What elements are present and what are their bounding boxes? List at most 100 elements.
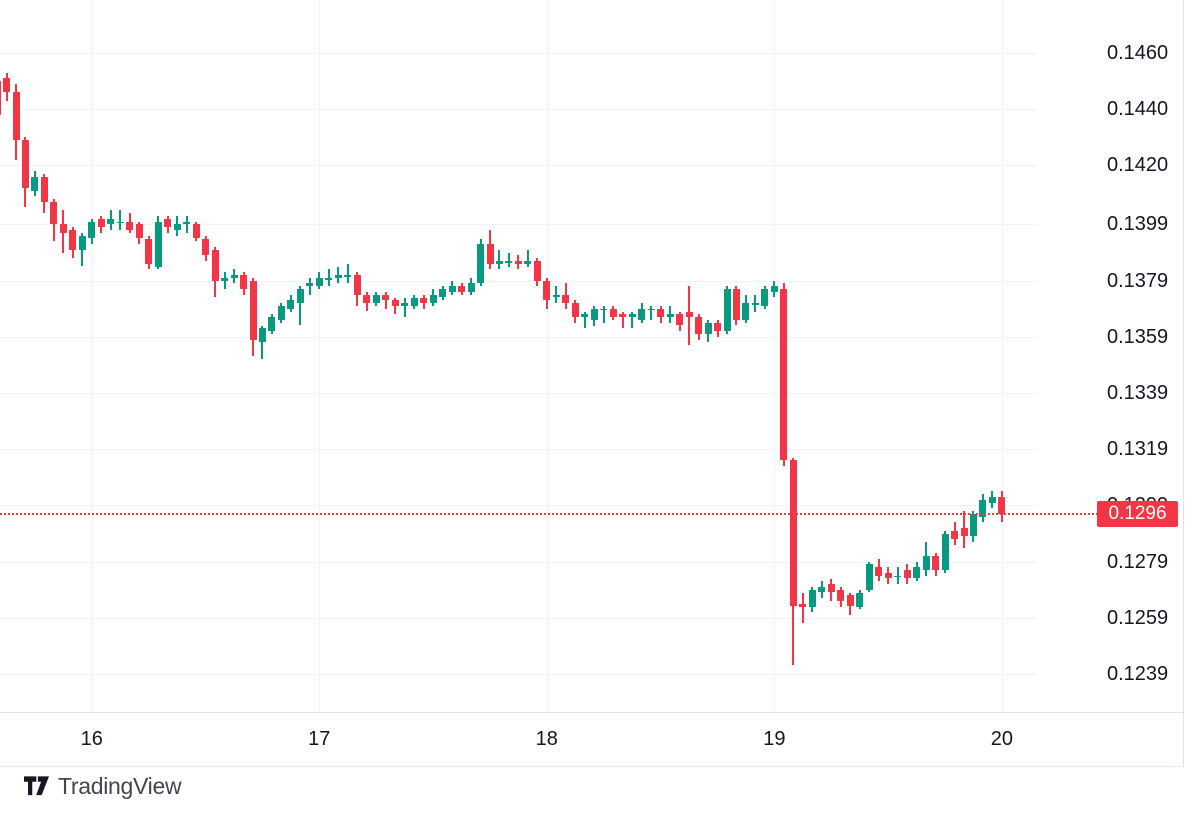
candle-body bbox=[808, 589, 816, 607]
gridline-v bbox=[319, 0, 321, 712]
time-axis-label: 19 bbox=[763, 728, 786, 750]
candle-wick bbox=[384, 291, 387, 309]
candle-body bbox=[334, 275, 342, 278]
candle-body bbox=[240, 275, 247, 290]
candle-body bbox=[69, 230, 77, 250]
time-axis-label: 18 bbox=[535, 728, 558, 750]
candle-body bbox=[78, 235, 86, 250]
tradingview-logo-link[interactable]: TradingView bbox=[24, 772, 182, 800]
candle-body bbox=[277, 305, 285, 320]
candle-body bbox=[590, 308, 598, 320]
candle-body bbox=[126, 221, 134, 230]
gridline-h bbox=[0, 561, 1037, 563]
candle-wick bbox=[185, 216, 188, 233]
candle-body bbox=[865, 564, 873, 590]
candle-body bbox=[192, 224, 200, 239]
candle-body bbox=[524, 260, 532, 264]
candle-wick bbox=[119, 210, 122, 231]
candle-body bbox=[657, 308, 665, 318]
candle-body bbox=[0, 81, 1, 115]
gridline-h bbox=[0, 449, 1037, 451]
candle-body bbox=[969, 513, 977, 537]
candle-body bbox=[562, 294, 570, 304]
candle-body bbox=[477, 244, 484, 284]
candle-body bbox=[941, 533, 949, 570]
candle-body bbox=[344, 275, 352, 277]
candle-body bbox=[571, 303, 579, 318]
candle-body bbox=[998, 497, 1006, 514]
candle-body bbox=[448, 286, 456, 292]
candle-body bbox=[12, 92, 20, 141]
price-axis[interactable]: 0.1296 0.1460 0.1440 0.1420 0.1399 0.1379 0.1… bbox=[1040, 0, 1183, 712]
price-axis-label: 0.1279 bbox=[1107, 550, 1169, 573]
price-axis-label: 0.1339 bbox=[1107, 382, 1169, 404]
time-axis-label: 20 bbox=[990, 728, 1014, 750]
price-axis-label: 0.1379 bbox=[1107, 269, 1169, 292]
candle-body bbox=[59, 224, 67, 233]
candle-body bbox=[884, 572, 892, 579]
candle-body bbox=[211, 249, 219, 281]
candle-body bbox=[202, 238, 210, 256]
candle-body bbox=[287, 300, 295, 309]
gridline-h bbox=[0, 280, 1037, 282]
candle-wick bbox=[346, 263, 349, 284]
candle-body bbox=[467, 283, 475, 292]
gridline-h bbox=[0, 53, 1037, 54]
candle-body bbox=[922, 556, 930, 570]
candle-body bbox=[647, 308, 655, 311]
tradingview-logo-icon bbox=[24, 776, 49, 796]
candle-body bbox=[770, 286, 778, 292]
candle-wick bbox=[261, 325, 264, 360]
candle-body bbox=[979, 499, 987, 517]
candle-body bbox=[458, 286, 465, 292]
candle-body bbox=[221, 277, 228, 281]
plot-area[interactable] bbox=[0, 0, 1040, 712]
candle-wick bbox=[223, 272, 226, 290]
candle-body bbox=[107, 218, 115, 225]
candle-body bbox=[382, 294, 390, 301]
candle-body bbox=[258, 328, 266, 343]
candle-body bbox=[486, 244, 494, 264]
candle-wick bbox=[650, 305, 653, 320]
candle-body bbox=[495, 260, 503, 264]
candle-body bbox=[827, 584, 835, 593]
candle-body bbox=[951, 530, 958, 540]
time-axis[interactable]: 16 17 18 19 20 bbox=[0, 713, 1183, 766]
candle-body bbox=[960, 527, 968, 537]
candle-wick bbox=[631, 311, 634, 329]
gridline-v bbox=[546, 0, 548, 712]
candle-body bbox=[514, 260, 522, 264]
candle-wick bbox=[507, 252, 510, 267]
candle-body bbox=[505, 260, 513, 263]
candle-body bbox=[116, 221, 124, 224]
candle-body bbox=[135, 224, 143, 239]
candle-body bbox=[363, 294, 371, 304]
candle-body bbox=[581, 314, 589, 318]
candle-wick bbox=[801, 592, 804, 624]
price-axis-label: 0.1420 bbox=[1107, 154, 1169, 177]
gridline-h bbox=[0, 336, 1037, 338]
candle-body bbox=[846, 595, 854, 607]
price-axis-label: 0.1440 bbox=[1107, 98, 1169, 121]
price-axis-label: 0.1460 bbox=[1107, 42, 1169, 64]
candle-body bbox=[732, 289, 740, 320]
candle-body bbox=[164, 218, 172, 228]
candle-body bbox=[145, 238, 153, 264]
candle-body bbox=[789, 460, 797, 607]
candle-body bbox=[676, 314, 684, 326]
candle-body bbox=[799, 603, 807, 607]
candle-body bbox=[3, 78, 10, 93]
time-axis-label: 17 bbox=[308, 728, 331, 750]
candle-body bbox=[552, 294, 560, 298]
gridline-h bbox=[0, 165, 1037, 167]
candle-body bbox=[619, 314, 627, 318]
price-axis-label: 0.1359 bbox=[1107, 325, 1169, 348]
candle-body bbox=[818, 586, 826, 593]
candle-body bbox=[714, 322, 721, 332]
tradingview-logo-text: TradingView bbox=[58, 772, 182, 799]
time-axis-label: 16 bbox=[80, 728, 103, 750]
candle-wick bbox=[403, 297, 406, 318]
gridline-h bbox=[0, 505, 1037, 507]
candle-body bbox=[439, 289, 447, 298]
